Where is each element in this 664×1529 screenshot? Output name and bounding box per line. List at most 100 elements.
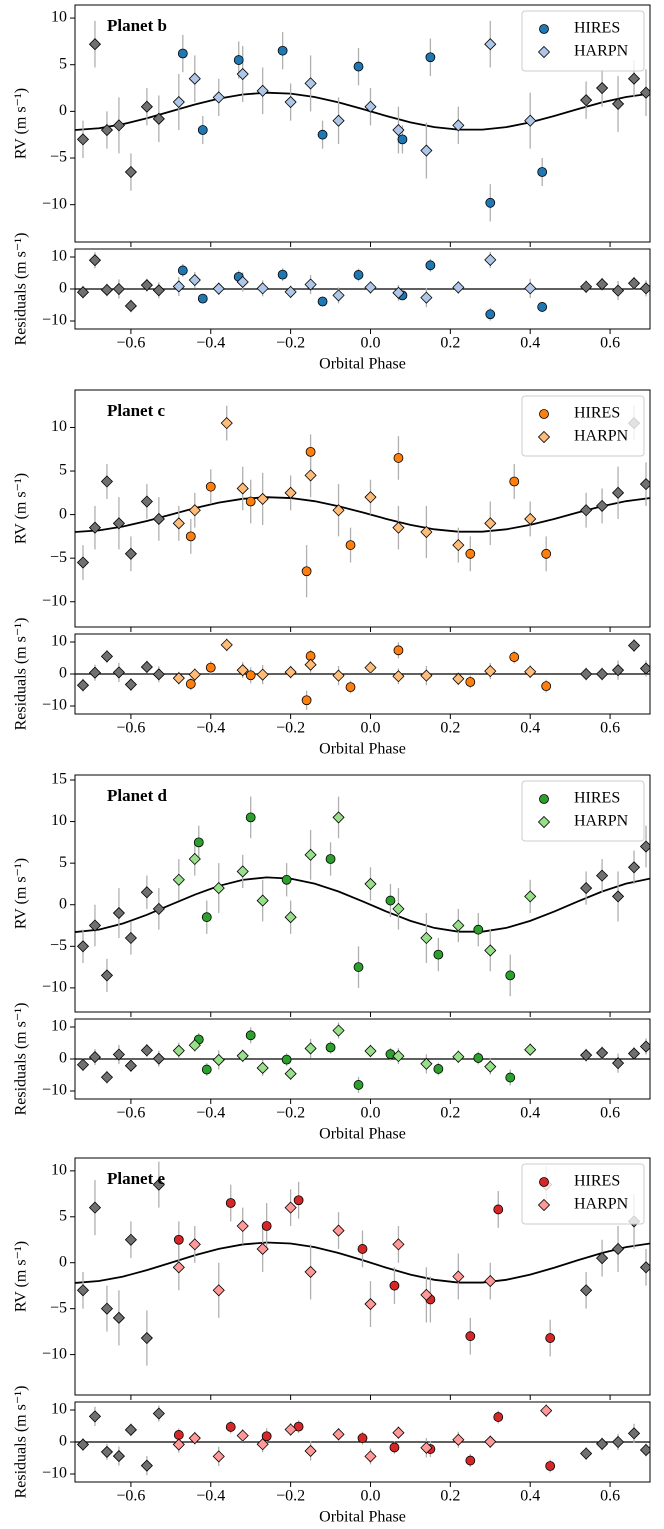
point [524, 114, 537, 127]
point [172, 517, 185, 530]
point [112, 906, 125, 920]
point [100, 650, 114, 663]
point [392, 1426, 405, 1439]
point [188, 852, 201, 866]
x-axis-label: Orbital Phase [319, 1509, 406, 1526]
point [236, 482, 249, 495]
point [611, 890, 625, 903]
y-tick-label: −5 [50, 937, 67, 954]
point [284, 95, 297, 109]
y-tick-label: −10 [42, 312, 67, 329]
point [112, 1311, 125, 1324]
point [281, 874, 292, 885]
point [205, 662, 216, 673]
point [124, 547, 137, 560]
axes-frame [74, 1018, 651, 1100]
point [484, 944, 497, 957]
point [493, 1204, 504, 1215]
legend-label: HIRES [574, 790, 620, 807]
point [397, 134, 408, 145]
x-tick-label: −0.6 [116, 1488, 145, 1505]
point [124, 1423, 137, 1436]
point [596, 667, 609, 681]
point [484, 1435, 497, 1448]
point [236, 664, 249, 677]
point [539, 409, 549, 419]
point [493, 1412, 504, 1422]
point [484, 253, 497, 266]
point [537, 167, 548, 177]
point [173, 1430, 184, 1440]
point [485, 197, 496, 208]
point [245, 496, 256, 507]
point [112, 1048, 125, 1061]
point [364, 281, 377, 294]
x-tick-label: −0.2 [276, 720, 305, 737]
point [100, 1302, 114, 1315]
y-tick-label: −10 [42, 1345, 67, 1362]
point [425, 260, 436, 271]
point [484, 38, 497, 51]
point [304, 278, 317, 291]
axes-frame [74, 389, 651, 628]
point [452, 672, 465, 685]
x-tick-label: 0.4 [520, 720, 540, 737]
x-tick-label: 0.2 [440, 720, 460, 737]
x-tick-label: 0.0 [360, 1105, 380, 1122]
y-axis-label: Residuals (m s⁻¹) [13, 1003, 30, 1116]
legend-box [521, 780, 645, 842]
legend-box [521, 395, 645, 457]
x-tick-label: −0.2 [276, 1488, 305, 1505]
y-tick-label: 0 [59, 102, 67, 119]
point [325, 854, 336, 864]
point [524, 512, 537, 526]
point [420, 931, 433, 945]
legend-label: HARPN [574, 43, 629, 60]
point [473, 924, 484, 935]
point [140, 660, 153, 674]
point [236, 1219, 249, 1233]
point [140, 886, 153, 899]
point [364, 1450, 377, 1463]
point [88, 666, 102, 679]
point [256, 894, 269, 907]
point [205, 481, 216, 492]
point [172, 95, 185, 109]
point [88, 1410, 102, 1423]
point [277, 269, 288, 280]
point [188, 504, 201, 517]
point [627, 639, 641, 652]
x-tick-label: −0.4 [196, 720, 225, 737]
point [261, 1221, 272, 1231]
point [112, 119, 125, 132]
point [389, 1442, 400, 1453]
model-curve [75, 91, 650, 131]
axes-frame [74, 4, 651, 243]
point [452, 919, 465, 932]
point [305, 446, 316, 457]
point [420, 1441, 433, 1454]
point [505, 1072, 516, 1083]
y-axis-label: RV (m s⁻¹) [13, 858, 30, 929]
point [140, 1331, 153, 1345]
point [76, 1284, 90, 1297]
point [76, 1438, 90, 1451]
y-tick-label: 5 [59, 1207, 67, 1224]
x-tick-label: 0.2 [440, 335, 460, 352]
x-tick-label: 0.0 [360, 720, 380, 737]
point [284, 1423, 297, 1436]
point [220, 417, 233, 430]
x-tick-label: −0.6 [116, 720, 145, 737]
point [540, 1404, 553, 1417]
point [364, 491, 377, 504]
point [452, 1270, 465, 1283]
axes-frame [74, 774, 651, 1013]
point [524, 665, 537, 678]
point [76, 133, 90, 146]
point [332, 114, 345, 127]
point [100, 475, 114, 488]
point [76, 679, 90, 692]
point [392, 902, 405, 915]
point [185, 531, 196, 542]
point [596, 278, 609, 291]
